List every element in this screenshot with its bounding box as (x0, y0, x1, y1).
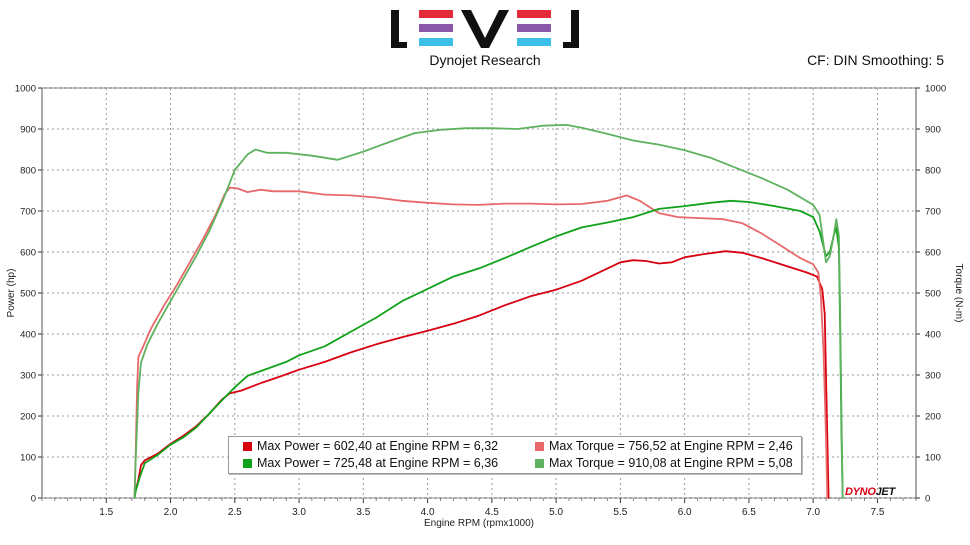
x-tick-label: 4.5 (485, 507, 499, 518)
y-left-tick-label: 100 (20, 453, 36, 464)
y-right-tick-label: 900 (925, 125, 941, 136)
y-right-tick-label: 700 (925, 207, 941, 218)
legend-item-max-torque-red: Max Torque = 756,52 at Engine RPM = 2,46 (535, 438, 793, 454)
y-right-tick-label: 500 (925, 289, 941, 300)
x-tick-label: 3.5 (356, 507, 370, 518)
y-left-tick-label: 200 (20, 412, 36, 423)
logo-e1-purple (419, 24, 453, 32)
y-left-tick-label: 0 (31, 494, 36, 505)
y-right-tick-label: 400 (925, 330, 941, 341)
x-tick-label: 4.0 (421, 507, 435, 518)
logo-e2-red (517, 10, 551, 18)
legend-label: Max Power = 725,48 at Engine RPM = 6,36 (257, 456, 499, 470)
x-tick-label: 6.5 (742, 507, 756, 518)
y-axis-label-right: Torque (N-m) (953, 264, 964, 323)
x-tick-label: 7.5 (870, 507, 884, 518)
y-right-tick-label: 600 (925, 248, 941, 259)
y-right-tick-label: 100 (925, 453, 941, 464)
level-logo (391, 10, 579, 48)
series-line-1 (133, 250, 830, 499)
chart-legend: Max Power = 602,40 at Engine RPM = 6,32 … (228, 436, 802, 474)
logo-v (461, 10, 509, 48)
series-line-2 (133, 186, 829, 499)
y-left-tick-label: 900 (20, 125, 36, 136)
y-right-tick-label: 300 (925, 371, 941, 382)
x-tick-label: 5.0 (549, 507, 563, 518)
x-tick-label: 6.0 (678, 507, 692, 518)
logo-e1-cyan (419, 38, 453, 46)
y-left-tick-label: 500 (20, 289, 36, 300)
x-tick-label: 7.0 (806, 507, 820, 518)
company-name: Dynojet Research (429, 52, 541, 68)
y-axis-label-left: Power (hp) (6, 269, 17, 318)
x-tick-label: 5.5 (613, 507, 627, 518)
logo-e2-purple (517, 24, 551, 32)
logo-e2-cyan (517, 38, 551, 46)
y-left-tick-label: 700 (20, 207, 36, 218)
legend-swatch (243, 442, 252, 451)
dynojet-brand-mark: DYNOJET (845, 486, 895, 498)
logo-bracket-right (563, 10, 579, 48)
brand-part-1: DYNO (845, 486, 876, 498)
legend-label: Max Torque = 910,08 at Engine RPM = 5,08 (549, 456, 793, 470)
y-right-tick-label: 1000 (925, 84, 946, 95)
logo-bracket-left (391, 10, 407, 48)
y-left-tick-label: 600 (20, 248, 36, 259)
y-left-tick-label: 1000 (15, 84, 36, 95)
x-tick-label: 2.0 (164, 507, 178, 518)
x-axis-label: Engine RPM (rpmx1000) (424, 518, 534, 529)
legend-item-max-torque-green: Max Torque = 910,08 at Engine RPM = 5,08 (535, 455, 793, 471)
legend-item-max-power-green: Max Power = 725,48 at Engine RPM = 6,36 (243, 455, 498, 471)
series-line-4 (133, 124, 844, 499)
y-right-tick-label: 0 (925, 494, 930, 505)
brand-part-2: JET (875, 486, 896, 498)
x-tick-label: 2.5 (228, 507, 242, 518)
legend-item-max-power-red: Max Power = 602,40 at Engine RPM = 6,32 (243, 438, 498, 454)
logo-e1-red (419, 10, 453, 18)
legend-label: Max Power = 602,40 at Engine RPM = 6,32 (257, 439, 499, 453)
legend-swatch (243, 459, 252, 468)
y-left-tick-label: 800 (20, 166, 36, 177)
x-tick-label: 1.5 (99, 507, 113, 518)
y-right-tick-label: 200 (925, 412, 941, 423)
y-right-tick-label: 800 (925, 166, 941, 177)
y-left-tick-label: 400 (20, 330, 36, 341)
legend-swatch (535, 459, 544, 468)
correction-factor-label: CF: DIN Smoothing: 5 (807, 52, 944, 68)
legend-swatch (535, 442, 544, 451)
y-left-tick-label: 300 (20, 371, 36, 382)
legend-label: Max Torque = 756,52 at Engine RPM = 2,46 (549, 439, 793, 453)
x-tick-label: 3.0 (292, 507, 306, 518)
